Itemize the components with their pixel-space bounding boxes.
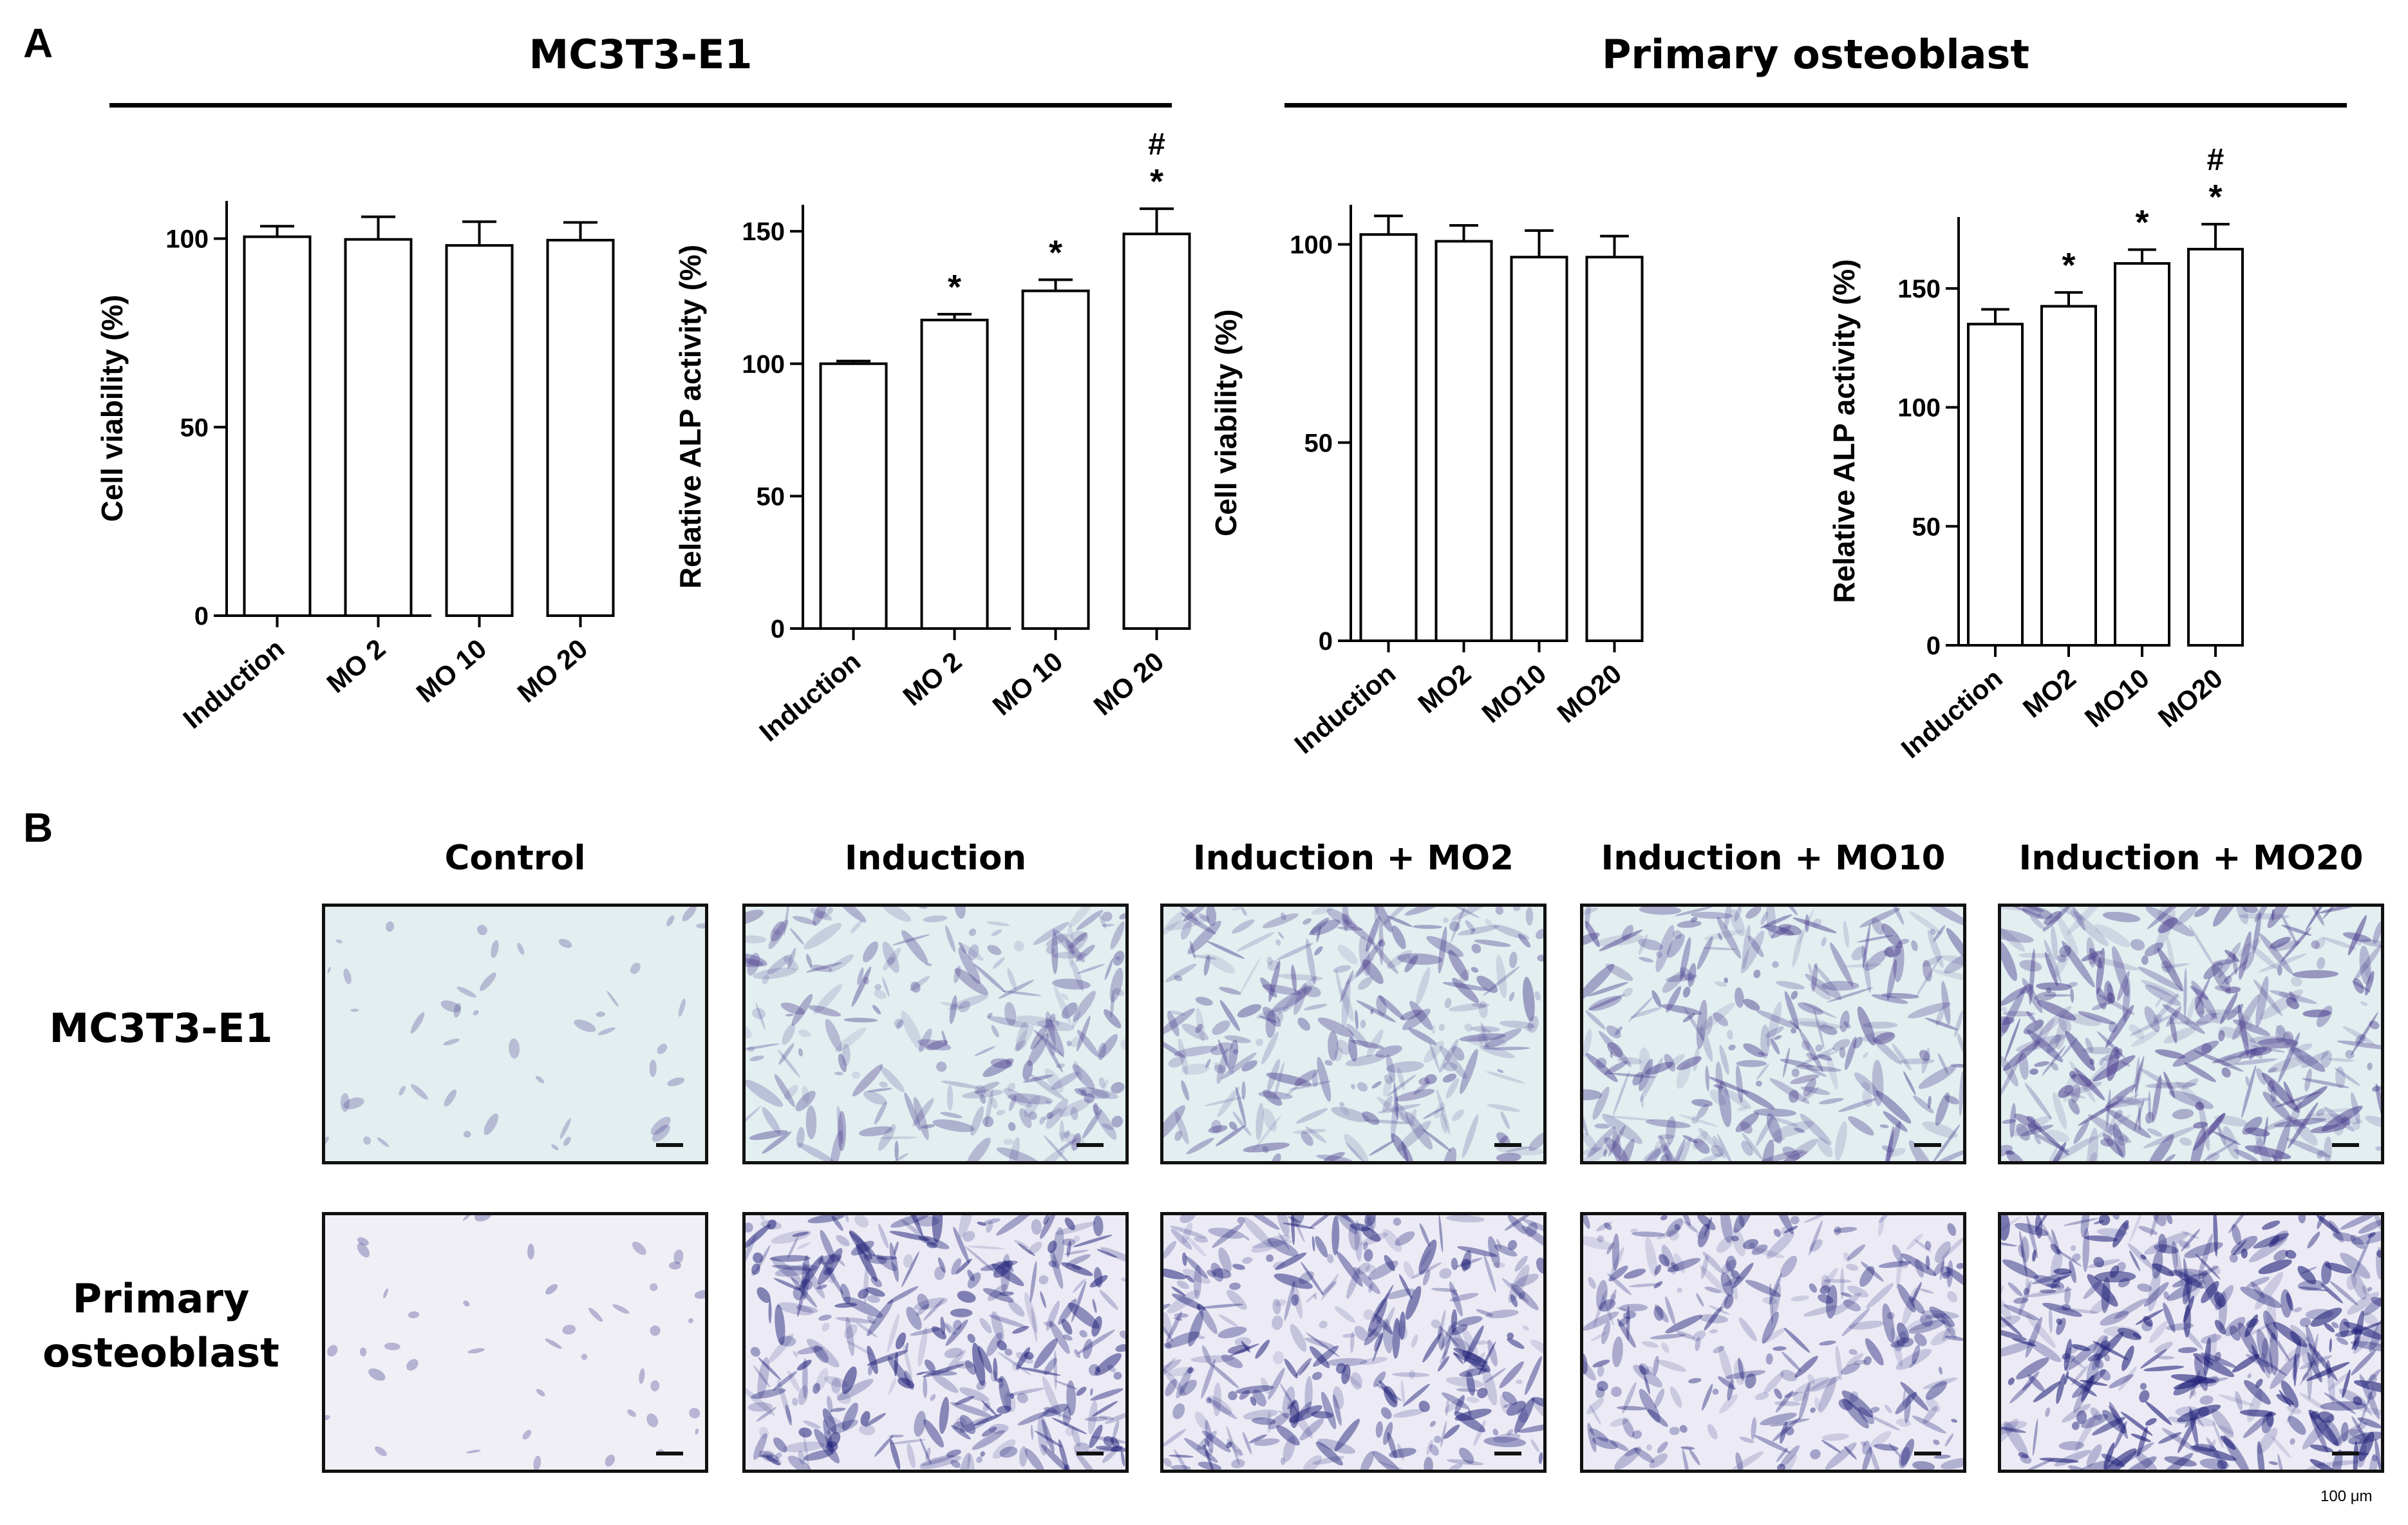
micrograph-image bbox=[322, 904, 708, 1164]
bar bbox=[344, 238, 413, 617]
micrograph-image bbox=[322, 1212, 708, 1473]
bar bbox=[2187, 247, 2244, 647]
y-tick-label: 50 bbox=[1912, 513, 1941, 541]
group-title-mc3t3: MC3T3-E1 bbox=[529, 31, 753, 78]
significance-star: * bbox=[2135, 204, 2149, 242]
y-tick-label: 0 bbox=[771, 615, 785, 643]
significance-hash: # bbox=[1148, 128, 1165, 162]
column-title: Control bbox=[444, 838, 586, 878]
micrograph-image bbox=[1580, 1212, 1966, 1473]
scale-bar bbox=[656, 1452, 683, 1455]
micrograph-image bbox=[1998, 1212, 2384, 1473]
y-tick-label: 150 bbox=[742, 218, 785, 246]
scale-bar bbox=[1914, 1452, 1941, 1455]
micrograph-image bbox=[742, 904, 1129, 1164]
y-tick-label: 150 bbox=[1897, 275, 1941, 303]
x-tick-label: MO20 bbox=[2152, 663, 2228, 734]
scale-bar bbox=[656, 1143, 683, 1147]
significance-star: * bbox=[2062, 246, 2075, 285]
bar bbox=[1021, 289, 1090, 630]
bar bbox=[1122, 232, 1191, 630]
significance-star: * bbox=[948, 268, 961, 307]
micrograph-image bbox=[1998, 904, 2384, 1164]
scale-bar bbox=[1077, 1452, 1104, 1455]
y-tick-label: 0 bbox=[1926, 632, 1941, 660]
y-tick-label: 100 bbox=[1897, 394, 1941, 422]
significance-star: * bbox=[1049, 233, 1062, 272]
bar bbox=[1434, 240, 1493, 642]
bar bbox=[243, 235, 312, 618]
micrograph-image bbox=[742, 1212, 1129, 1473]
y-tick-label: 50 bbox=[180, 413, 209, 442]
group-rule-primary bbox=[1284, 103, 2347, 108]
micrograph-image bbox=[1160, 904, 1547, 1164]
y-axis-label: Cell viability (%) bbox=[95, 295, 129, 522]
y-tick-label: 50 bbox=[757, 482, 785, 511]
column-title: Induction bbox=[844, 838, 1027, 878]
row-title: MC3T3-E1 bbox=[49, 1005, 273, 1052]
y-tick-label: 50 bbox=[1304, 429, 1333, 457]
row-title: Primary osteoblast bbox=[42, 1275, 279, 1376]
bar bbox=[1510, 256, 1568, 642]
group-title-primary: Primary osteoblast bbox=[1601, 31, 2030, 78]
bar bbox=[2040, 305, 2097, 647]
scale-bar bbox=[1494, 1452, 1521, 1455]
y-tick-label: 100 bbox=[165, 225, 209, 254]
x-tick-label: Induction bbox=[1895, 663, 2008, 764]
bar bbox=[2114, 262, 2170, 647]
column-title: Induction + MO2 bbox=[1192, 838, 1514, 878]
panel-label-a: A bbox=[23, 20, 53, 66]
chart-primary-alp: 0 50 100 150 Relative ALP activity (%) Induct… bbox=[1827, 143, 2244, 764]
column-title: Induction + MO10 bbox=[1601, 838, 1946, 878]
x-tick-label: MO10 bbox=[2079, 663, 2155, 734]
y-tick-label: 0 bbox=[194, 602, 209, 630]
scale-label: 100 μm bbox=[2320, 1488, 2373, 1505]
significance-star: * bbox=[1150, 162, 1163, 201]
y-tick-label: 100 bbox=[742, 350, 785, 379]
group-rule-mc3t3 bbox=[109, 103, 1172, 108]
y-tick-label: 100 bbox=[1290, 231, 1333, 260]
scale-bar bbox=[1494, 1143, 1521, 1147]
y-axis-label: Relative ALP activity (%) bbox=[1827, 259, 1861, 603]
bar bbox=[445, 244, 514, 618]
scale-bar bbox=[1077, 1143, 1104, 1147]
bar bbox=[819, 362, 888, 630]
y-axis-label: Cell viability (%) bbox=[1209, 309, 1243, 536]
panel-label-b: B bbox=[23, 804, 53, 851]
scale-bar bbox=[2332, 1143, 2359, 1147]
significance-hash: # bbox=[2207, 143, 2225, 177]
x-tick-label: MO2 bbox=[2017, 663, 2082, 724]
scale-bar bbox=[2332, 1452, 2359, 1455]
scale-bar bbox=[1914, 1143, 1941, 1147]
bar bbox=[1967, 323, 2024, 647]
y-axis-label: Relative ALP activity (%) bbox=[673, 245, 707, 589]
column-title: Induction + MO20 bbox=[2018, 838, 2364, 878]
y-tick-label: 0 bbox=[1319, 627, 1333, 656]
bar bbox=[1359, 233, 1418, 642]
micrograph-image bbox=[1580, 904, 1966, 1164]
micrograph-image bbox=[1160, 1212, 1547, 1473]
significance-star: * bbox=[2208, 178, 2222, 216]
